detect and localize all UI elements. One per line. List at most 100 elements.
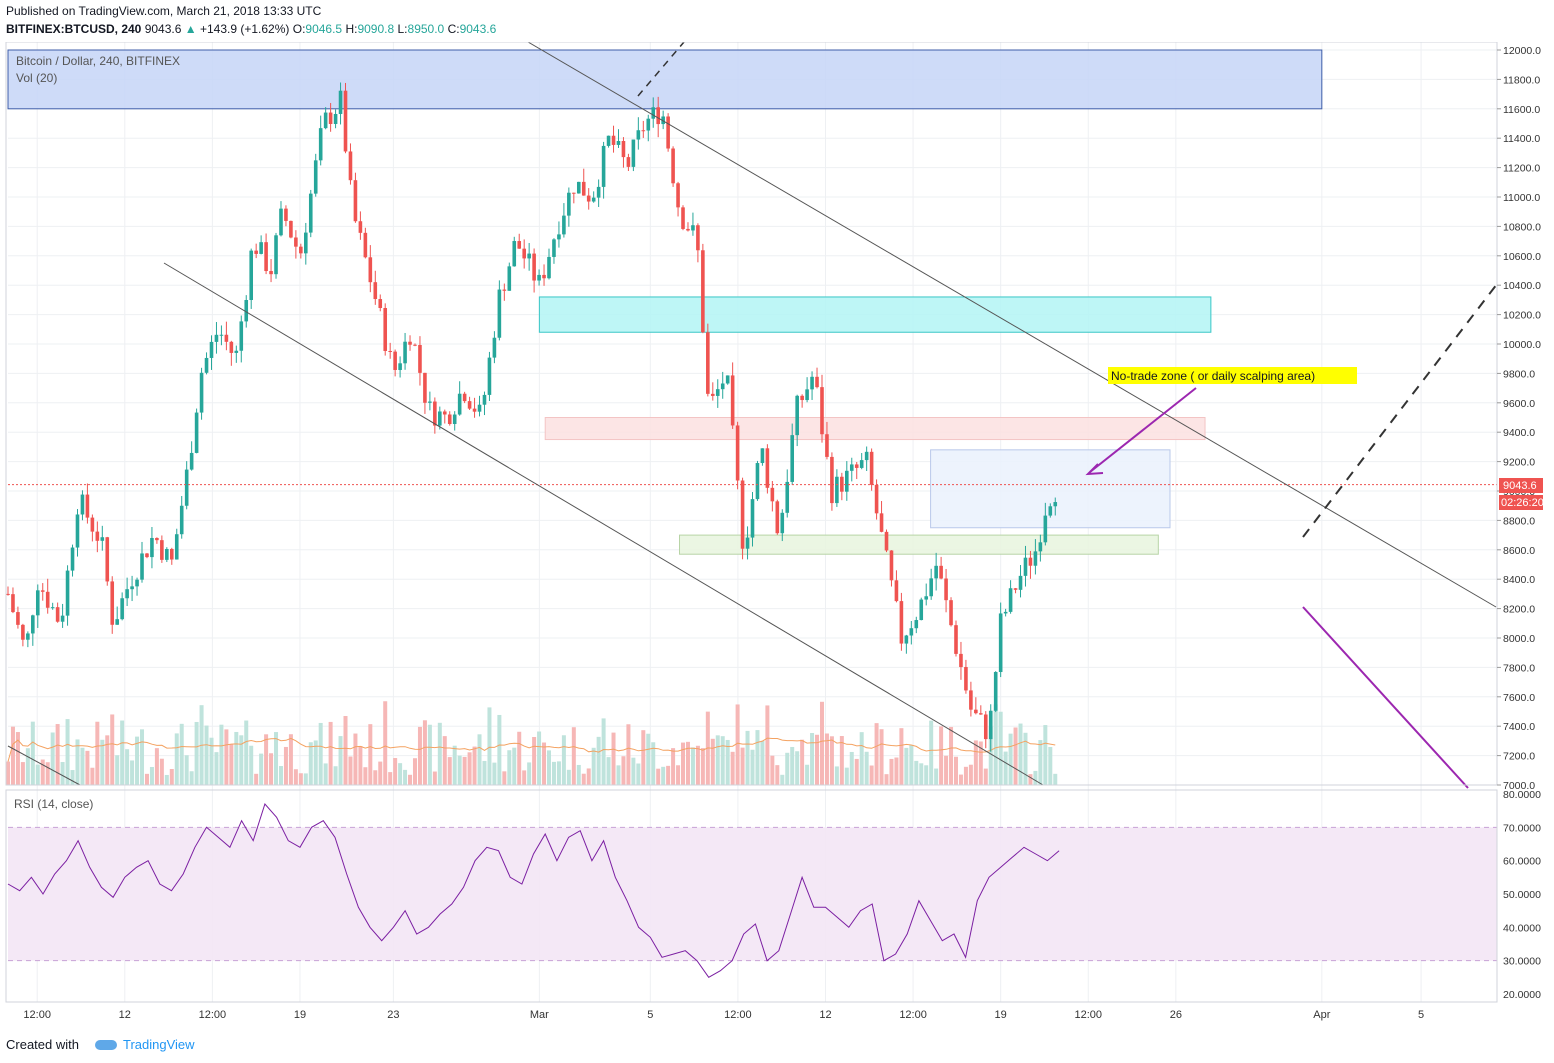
volume-bar [497,714,502,785]
candle-body [130,586,134,590]
candle-body [184,469,189,506]
zones [7,49,1323,555]
candle-body [135,579,139,587]
volume-bar [323,763,328,785]
candle-body [26,633,30,640]
candle-body [308,193,313,233]
price-tick-label: 11800.0 [1503,74,1540,86]
candle-body [696,225,700,251]
candle-body [60,615,65,622]
candle-body [666,116,670,149]
chart-svg[interactable]: 12000.0 11800.0 11600.0 11400.0 11200.0 11000… [0,41,1554,1037]
candle-body [1018,575,1023,590]
candle-body [720,383,725,390]
volume-bar [308,742,313,785]
volume-bar [934,768,939,785]
candle-body [204,357,209,373]
volume-bar [695,745,700,785]
candle-body [775,501,780,534]
price-tick-label: 7200.0 [1503,751,1535,763]
up-triangle-icon: ▲ [184,22,197,36]
candle-body [145,553,149,558]
candle-body [318,128,323,161]
candle-body [55,607,60,622]
price-tick-label: 10800.0 [1503,221,1541,233]
volume-bar [978,741,983,785]
volume-bar [472,746,477,785]
candle-body [259,242,263,254]
candle-body [974,709,978,714]
price-tick-label: 8000.0 [1503,633,1535,645]
axes: 12000.0 11800.0 11600.0 11400.0 11200.0 11000… [5,41,1541,1021]
candle-body [6,593,10,595]
candle-body [572,192,576,194]
candle-body [160,540,164,560]
volume-bar [889,758,894,785]
candle-body [725,375,730,384]
volume-bar [457,755,462,785]
candle-body [234,350,239,353]
volume-bar [249,745,254,785]
volume-bar [313,740,318,785]
volume-bar [690,747,695,785]
symbol-label: BITFINEX:BTCUSD, 240 [6,22,142,36]
candle-body [954,625,958,654]
candle-body [393,351,397,370]
candle-body [864,451,869,461]
candle-body [433,401,437,426]
candle-body [988,710,993,740]
volume-bar [571,727,576,785]
candle-body [348,151,353,181]
volume-bar [358,746,363,785]
chart-area[interactable]: 12000.0 11800.0 11600.0 11400.0 11200.0 11000… [0,41,1554,1042]
volume-bar [15,732,20,785]
candle-body [959,653,963,668]
volume-bar [398,763,403,785]
volume-bar [1038,740,1043,785]
candle-body [770,487,775,502]
candle-body [1033,551,1038,566]
candle-body [125,589,129,599]
candle-body [403,341,407,364]
candle-body [591,197,596,202]
volume-bar [70,770,75,785]
volume-bar [1008,733,1013,785]
candle-body [438,411,442,426]
volume-bar [547,750,552,785]
volume-bar [447,757,452,785]
candle-body [110,581,115,625]
candle-body [899,601,904,644]
volume-bar [566,769,571,785]
volume-bar [140,729,145,785]
tradingview-brand[interactable]: TradingView [122,1037,195,1052]
annotation-bg [1108,367,1357,384]
volume-bar [427,724,432,785]
candle-body [760,448,765,464]
volume-bar [135,736,140,785]
candle-body [805,389,809,401]
volume-bar [462,756,467,785]
volume-bar [710,738,715,785]
candle-body [452,414,457,425]
price-tick-label: 8600.0 [1503,545,1535,557]
volume-bar [988,726,993,785]
volume-bar [944,755,949,785]
rsi-legend: RSI (14, close) [14,797,93,811]
volume-bar [884,774,889,785]
annotation-arrow [1089,387,1197,473]
volume-bar [40,759,45,785]
candle-body [557,234,561,240]
zone-box [7,49,1323,110]
volume-bar [780,774,785,785]
volume-bar [487,707,492,785]
volume-bar [1053,773,1058,785]
volume-bar [998,711,1003,785]
close-value: 9043.6 [459,22,497,36]
candle-body [50,607,55,609]
volume-bar [740,747,745,785]
candle-body [1013,588,1018,590]
candle-body [562,215,566,235]
created-with-label: Created with [6,1037,79,1052]
volume-bar [412,758,417,785]
time-tick-label: 19 [995,1009,1007,1021]
